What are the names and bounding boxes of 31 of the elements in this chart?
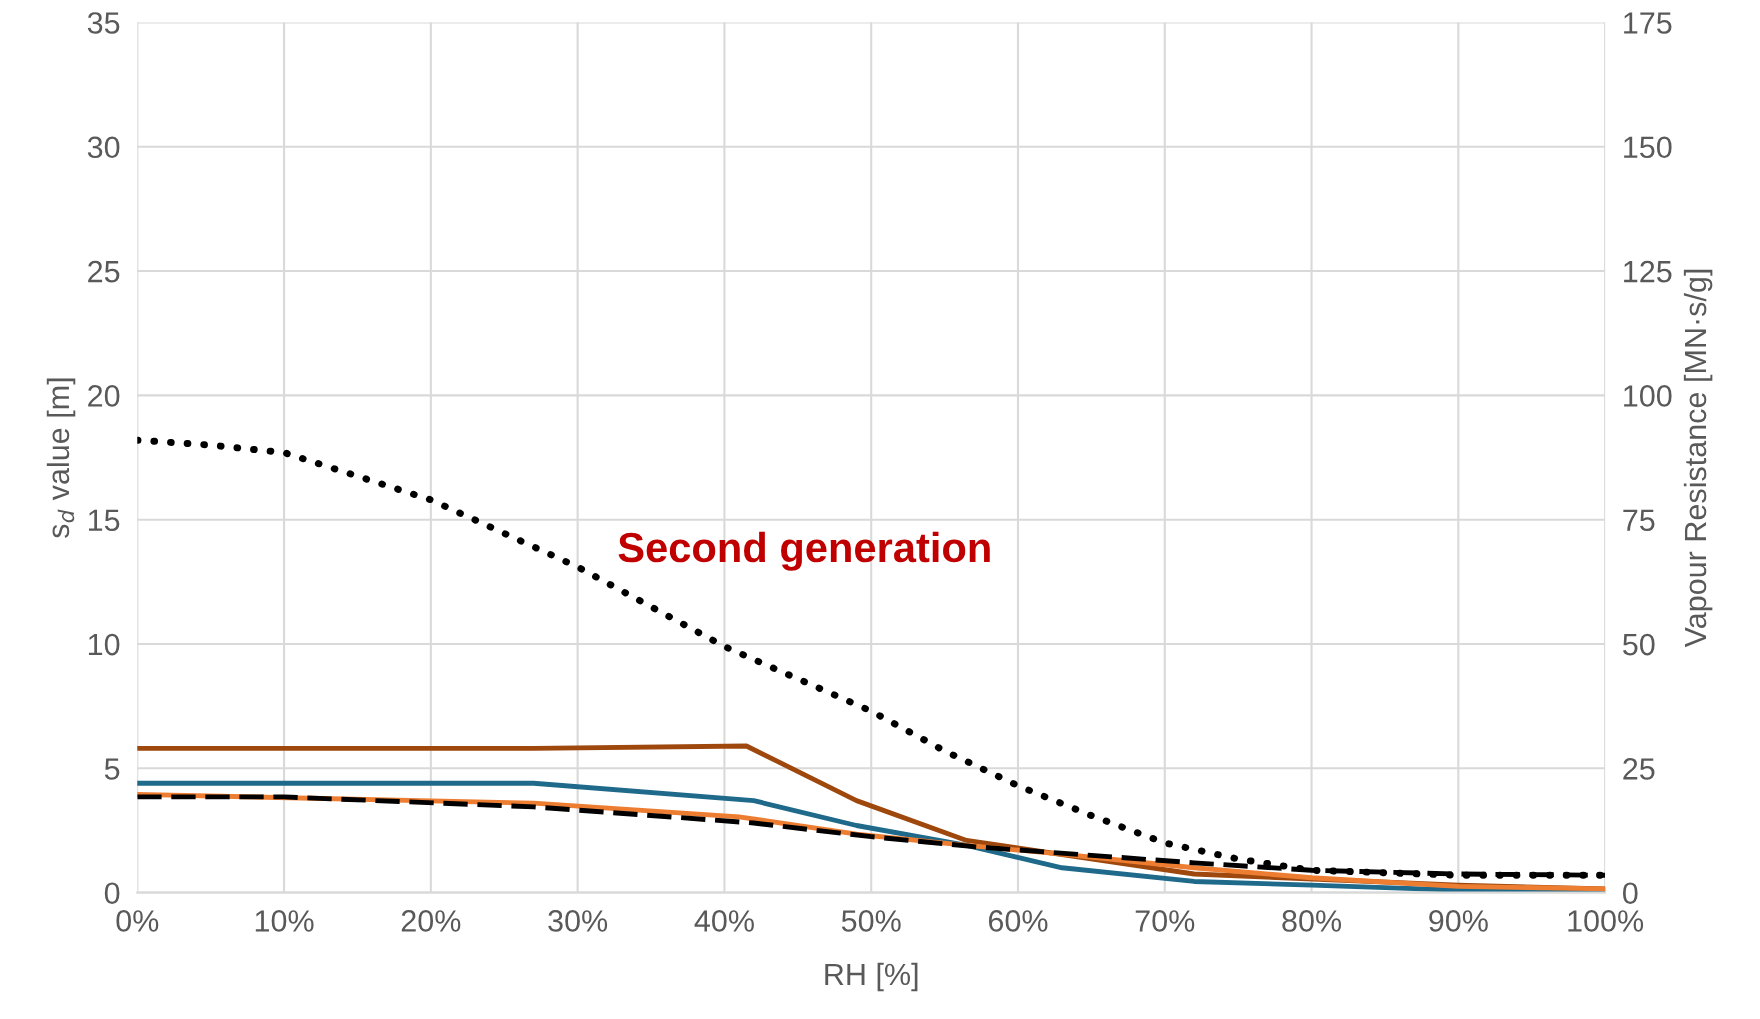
x-tick-label: 90% <box>1429 910 1488 932</box>
x-tick-label: 70% <box>1135 910 1195 932</box>
x-tick-label: 10% <box>255 910 314 932</box>
y2-tick-label: 0 <box>1622 882 1638 905</box>
y2-tick-label: 175 <box>1624 12 1672 34</box>
y2-tick-label: 50 <box>1623 633 1655 656</box>
y-tick-label: 5 <box>104 758 120 780</box>
y2-tick-label: 75 <box>1623 509 1655 532</box>
y-axis-title: s$_{d}$ value [m] <box>46 378 76 538</box>
y-tick-label: 25 <box>88 260 120 283</box>
x-tick-label: 50% <box>841 910 901 932</box>
x-tick-label: 60% <box>988 910 1048 932</box>
y-tick-label: 15 <box>88 509 120 532</box>
y-tick-label: 20 <box>88 385 120 407</box>
y-tick-label: 30 <box>87 136 120 159</box>
x-tick-label: 40% <box>694 910 754 932</box>
x-tick-label: 30% <box>548 910 608 932</box>
x-tick-label: 80% <box>1282 910 1342 932</box>
y2-tick-label: 125 <box>1624 260 1672 283</box>
y2-tick-label: 100 <box>1624 385 1672 407</box>
annotation: Second generation <box>618 531 990 571</box>
y-tick-label: 35 <box>87 12 120 34</box>
x-tick-label: 20% <box>401 910 461 932</box>
x-axis-title: RH [%] <box>825 962 918 992</box>
x-tick-label: 100% <box>1568 910 1644 932</box>
y2-axis-title: Vapour Resistance [MN·s/g] <box>1683 269 1713 648</box>
y2-tick-label: 150 <box>1624 136 1672 159</box>
y-tick-label: 0 <box>104 882 120 905</box>
x-tick-label: 0% <box>116 910 159 932</box>
y2-tick-label: 25 <box>1623 758 1655 780</box>
y-tick-label: 10 <box>88 633 120 656</box>
